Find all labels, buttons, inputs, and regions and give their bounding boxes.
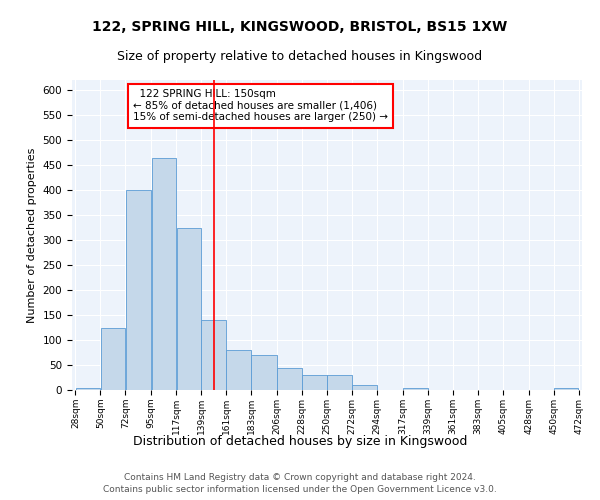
Bar [76,388,100,390]
Y-axis label: Number of detached properties: Number of detached properties [27,148,37,322]
Bar [176,228,201,390]
Bar [251,355,277,390]
Bar [277,368,302,390]
Bar [226,350,251,390]
Bar [403,388,428,390]
Text: Contains HM Land Registry data © Crown copyright and database right 2024.: Contains HM Land Registry data © Crown c… [124,472,476,482]
Bar [554,388,578,390]
Bar [352,385,377,390]
Bar [125,190,151,390]
Bar [152,158,176,390]
Bar [101,328,125,390]
Text: 122 SPRING HILL: 150sqm  
← 85% of detached houses are smaller (1,406)
15% of se: 122 SPRING HILL: 150sqm ← 85% of detache… [133,90,388,122]
Text: Size of property relative to detached houses in Kingswood: Size of property relative to detached ho… [118,50,482,63]
Text: Distribution of detached houses by size in Kingswood: Distribution of detached houses by size … [133,435,467,448]
Text: 122, SPRING HILL, KINGSWOOD, BRISTOL, BS15 1XW: 122, SPRING HILL, KINGSWOOD, BRISTOL, BS… [92,20,508,34]
Bar [202,320,226,390]
Bar [302,375,327,390]
Bar [327,375,352,390]
Text: Contains public sector information licensed under the Open Government Licence v3: Contains public sector information licen… [103,485,497,494]
